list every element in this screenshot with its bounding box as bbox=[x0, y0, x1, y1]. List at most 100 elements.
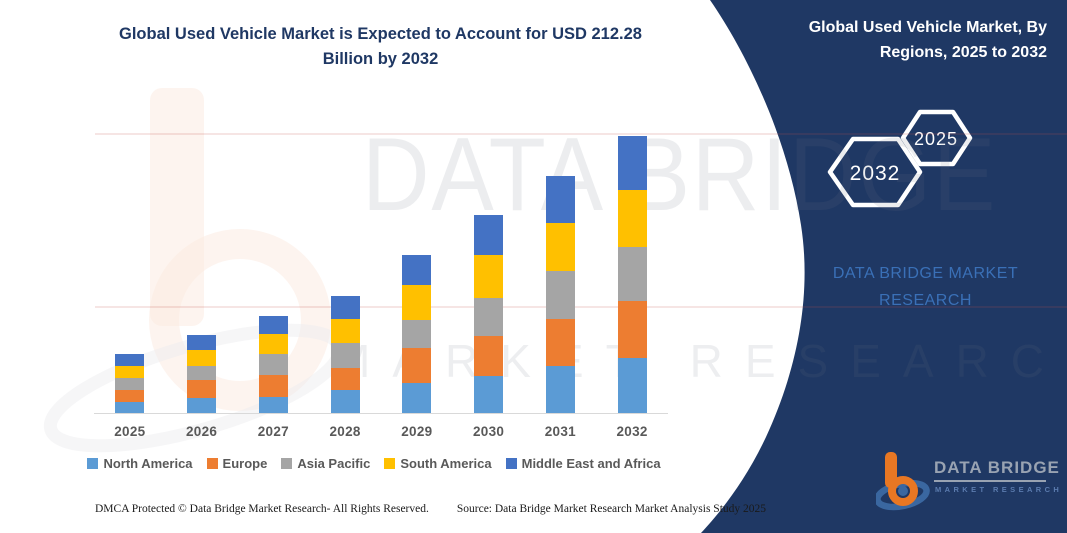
chart-title-line2: Billion by 2032 bbox=[322, 49, 439, 68]
x-label-2029: 2029 bbox=[401, 424, 433, 439]
dbmr-logo-icon bbox=[874, 452, 930, 511]
source-note: Source: Data Bridge Market Research Mark… bbox=[456, 503, 767, 515]
bar-segment-asia-pacific bbox=[187, 366, 217, 381]
legend-swatch-asia-pacific bbox=[281, 458, 293, 469]
bar-group-2027 bbox=[238, 316, 310, 413]
legend: North America Europe Asia Pacific South Ame… bbox=[64, 456, 684, 471]
chart-title-line1: Global Used Vehicle Market is Expected t… bbox=[119, 25, 642, 43]
stacked-bar-2025 bbox=[115, 354, 145, 413]
bar-segment-europe bbox=[617, 301, 647, 358]
legend-label-asia-pacific: Asia Pacific bbox=[297, 456, 371, 471]
dbmr-b-watermark bbox=[43, 88, 347, 453]
legend-item-europe: Europe bbox=[206, 456, 268, 471]
bar-segment-asia-pacific bbox=[115, 378, 145, 390]
bar-segment-north-america bbox=[258, 396, 288, 413]
bar-segment-south-america bbox=[617, 190, 647, 247]
legend-item-middle-east-and-africa: Middle East and Africa bbox=[505, 456, 661, 471]
plot-area bbox=[94, 135, 668, 414]
bar-segment-asia-pacific bbox=[330, 343, 360, 369]
bar-segment-middle-east-and-africa bbox=[402, 254, 432, 285]
bar-group-2030 bbox=[453, 215, 525, 413]
bar-segment-asia-pacific bbox=[402, 319, 432, 348]
watermark-line-top bbox=[95, 133, 1067, 135]
x-axis-labels: 2025 2026 2027 2028 2029 2030 2031 2032 bbox=[94, 424, 668, 439]
bar-segment-europe bbox=[402, 348, 432, 383]
dbmr-brand-line1: DATA BRIDGE MARKET bbox=[832, 265, 1019, 282]
stacked-bar-2032 bbox=[617, 135, 647, 413]
forecast-hexagons bbox=[827, 109, 973, 208]
hexagon-2025 bbox=[900, 109, 973, 167]
bar-group-2026 bbox=[166, 335, 238, 413]
x-label-2027: 2027 bbox=[257, 424, 289, 439]
stacked-bar-2028 bbox=[330, 295, 360, 413]
x-label-2032: 2032 bbox=[616, 424, 648, 439]
dbmr-brand-watermark: DATA BRIDGE MARKET RESEARCH bbox=[818, 260, 1033, 314]
bar-segment-middle-east-and-africa bbox=[115, 354, 145, 367]
stacked-bar-2030 bbox=[474, 215, 504, 413]
bar-segment-south-america bbox=[258, 334, 288, 355]
legend-label-north-america: North America bbox=[103, 456, 193, 471]
bar-group-2029 bbox=[381, 254, 453, 413]
bar-segment-north-america bbox=[545, 366, 575, 413]
legend-item-south-america: South America bbox=[384, 456, 492, 471]
x-label-2030: 2030 bbox=[473, 424, 505, 439]
bar-segment-asia-pacific bbox=[617, 246, 647, 302]
bar-segment-europe bbox=[330, 368, 360, 390]
bar-segment-south-america bbox=[474, 255, 504, 299]
bar-segment-north-america bbox=[330, 390, 360, 413]
bar-segment-asia-pacific bbox=[545, 271, 575, 319]
x-label-2028: 2028 bbox=[329, 424, 361, 439]
legend-item-asia-pacific: Asia Pacific bbox=[281, 456, 370, 471]
bar-segment-middle-east-and-africa bbox=[187, 335, 217, 351]
hexagon-2025-label: 2025 bbox=[914, 129, 958, 149]
legend-item-north-america: North America bbox=[87, 456, 193, 471]
dbmr-brand-line2: RESEARCH bbox=[879, 292, 972, 310]
bar-segment-europe bbox=[115, 389, 145, 402]
bar-segment-europe bbox=[258, 375, 288, 397]
bar-segment-europe bbox=[187, 380, 217, 398]
bar-segment-middle-east-and-africa bbox=[545, 175, 575, 224]
dbmr-logo-name: DATA BRIDGE bbox=[934, 458, 1060, 477]
bar-group-2031 bbox=[525, 175, 597, 413]
dbmr-logo-tagline: MARKET RESEARCH bbox=[935, 485, 1063, 494]
bar-segment-north-america bbox=[402, 383, 432, 413]
bar-segment-asia-pacific bbox=[258, 354, 288, 376]
stacked-bar-2031 bbox=[545, 175, 575, 413]
stacked-bar-2026 bbox=[187, 335, 217, 413]
bar-segment-south-america bbox=[187, 350, 217, 367]
legend-swatch-middle-east-and-africa bbox=[505, 458, 517, 469]
bar-segment-europe bbox=[474, 336, 504, 376]
bar-segment-middle-east-and-africa bbox=[258, 316, 288, 335]
bar-segment-middle-east-and-africa bbox=[330, 295, 360, 319]
dbmr-logo: DATA BRIDGE MARKET RESEARCH bbox=[874, 450, 1059, 518]
legend-label-middle-east-and-africa: Middle East and Africa bbox=[521, 456, 661, 471]
hexagon-2032-label: 2032 bbox=[850, 162, 901, 185]
bar-group-2032 bbox=[596, 135, 668, 413]
panel-title: Global Used Vehicle Market, By Regions, … bbox=[762, 16, 1047, 66]
data-bridge-watermark-text: DATA BRIDGE bbox=[362, 117, 998, 233]
bar-segment-south-america bbox=[402, 284, 432, 320]
bar-segment-north-america bbox=[115, 401, 145, 413]
dmca-notice: DMCA Protected © Data Bridge Market Rese… bbox=[95, 503, 429, 515]
bar-segment-europe bbox=[545, 318, 575, 367]
bar-group-2025 bbox=[94, 354, 166, 413]
panel-title-line2: Regions, 2025 to 2032 bbox=[879, 43, 1047, 61]
bar-segment-asia-pacific bbox=[474, 298, 504, 337]
stacked-bar-2029 bbox=[402, 254, 432, 413]
bar-segment-north-america bbox=[187, 397, 217, 413]
legend-label-south-america: South America bbox=[400, 456, 492, 471]
bar-segment-middle-east-and-africa bbox=[617, 135, 647, 191]
chart-title: Global Used Vehicle Market is Expected t… bbox=[83, 22, 678, 72]
bar-group-2028 bbox=[309, 295, 381, 413]
bar-segment-middle-east-and-africa bbox=[474, 215, 504, 256]
x-label-2031: 2031 bbox=[544, 424, 576, 439]
bar-segment-north-america bbox=[474, 375, 504, 413]
bar-segment-south-america bbox=[330, 318, 360, 344]
legend-swatch-europe bbox=[206, 458, 218, 469]
footer: DMCA Protected © Data Bridge Market Rese… bbox=[95, 503, 766, 515]
hexagon-2032 bbox=[827, 136, 923, 208]
legend-label-europe: Europe bbox=[222, 456, 268, 471]
market-research-watermark-text: MARKET RESEARCH bbox=[332, 335, 1067, 387]
